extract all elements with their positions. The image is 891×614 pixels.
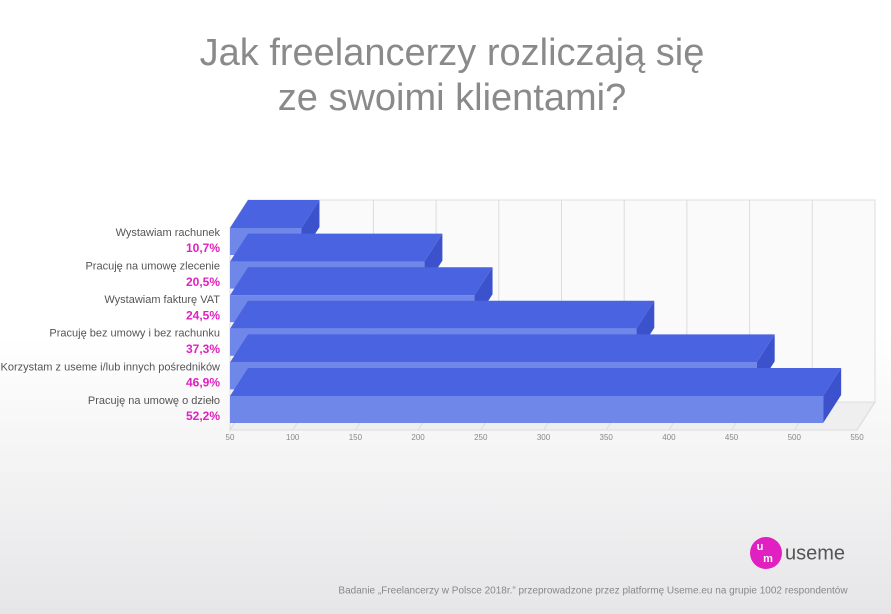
logo-icon-text: u xyxy=(757,541,764,553)
category-label: Pracuję bez umowy i bez rachunku xyxy=(49,328,220,340)
value-label: 24,5% xyxy=(186,308,220,322)
x-tick-label: 500 xyxy=(788,433,802,442)
chart-title: Jak freelancerzy rozliczają się xyxy=(200,32,705,74)
x-tick-label: 450 xyxy=(725,433,739,442)
x-tick-label: 400 xyxy=(662,433,676,442)
chart-title: ze swoimi klientami? xyxy=(278,77,626,119)
logo-icon-text: m xyxy=(763,553,773,565)
category-label: Wystawiam rachunek xyxy=(116,227,221,239)
value-label: 52,2% xyxy=(186,409,220,423)
category-label: Pracuję na umowę o dzieło xyxy=(88,395,220,407)
bar-top xyxy=(230,334,775,363)
value-label: 20,5% xyxy=(186,275,220,289)
bar-top xyxy=(230,300,655,329)
value-label: 10,7% xyxy=(186,241,220,255)
bar-top xyxy=(230,233,443,262)
x-tick-label: 550 xyxy=(850,433,864,442)
bar-side xyxy=(823,368,842,423)
value-label: 46,9% xyxy=(186,376,220,390)
footnote: Badanie „Freelancerzy w Polsce 2018r.” p… xyxy=(338,586,848,597)
value-label: 37,3% xyxy=(186,342,220,356)
x-tick-label: 150 xyxy=(349,433,363,442)
x-tick-label: 100 xyxy=(286,433,300,442)
bar xyxy=(230,396,824,423)
bar-top xyxy=(230,267,493,296)
plot: 50 100 150 200 250 300 350 400 450 500 550 Wystawia… xyxy=(1,198,876,442)
category-label: Korzystam z useme i/lub innych pośrednik… xyxy=(1,361,221,373)
x-tick-label: 50 xyxy=(226,433,235,442)
category-label: Pracuję na umowę zlecenie xyxy=(85,261,220,273)
x-tick-label: 250 xyxy=(474,433,488,442)
bar-top xyxy=(230,368,842,396)
x-tick-label: 300 xyxy=(537,433,551,442)
logo-icon xyxy=(750,537,782,569)
logo-text: useme xyxy=(785,542,845,564)
x-tick-label: 350 xyxy=(600,433,614,442)
grid-line xyxy=(856,401,876,431)
category-label: Wystawiam fakturę VAT xyxy=(104,294,220,306)
bar-top xyxy=(230,200,320,228)
x-tick-label: 200 xyxy=(411,433,425,442)
